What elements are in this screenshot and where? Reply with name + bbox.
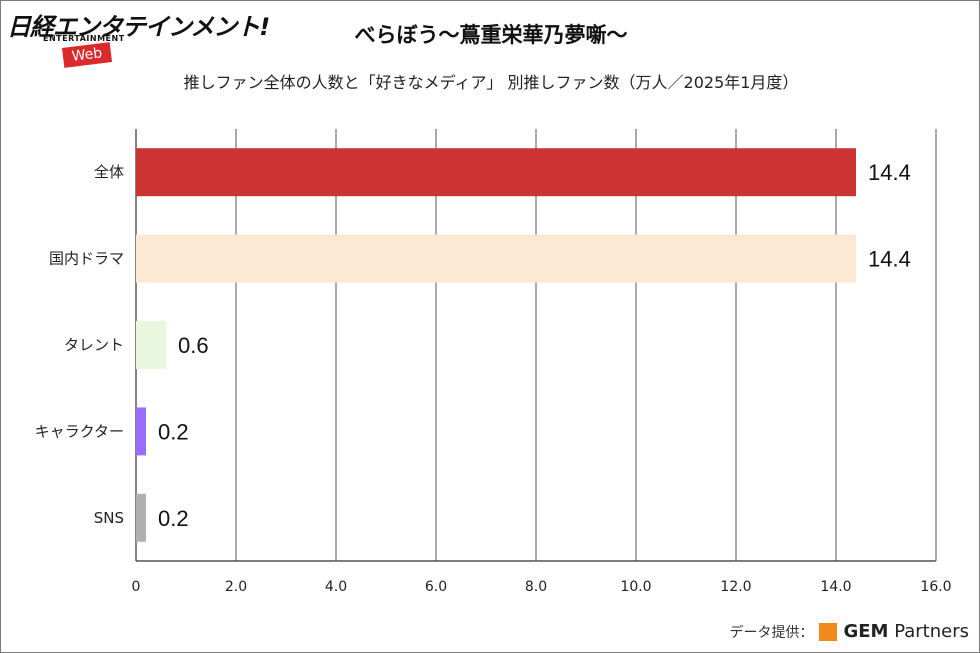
category-label: キャラクター xyxy=(35,422,124,440)
data-label: 0.2 xyxy=(158,506,189,531)
category-label: 国内ドラマ xyxy=(49,250,124,268)
gem-brand-bold: GEM xyxy=(843,621,889,642)
nikkei-entame-logo[interactable]: 日経エンタテインメント! ENTERTAINMENT Web xyxy=(7,5,270,71)
x-tick-label: 6.0 xyxy=(425,579,447,595)
data-label: 14.4 xyxy=(868,160,911,185)
data-label: 14.4 xyxy=(868,247,911,272)
gem-brand-rest: Partners xyxy=(888,621,969,642)
category-label: 全体 xyxy=(94,163,124,181)
bar[interactable] xyxy=(136,493,146,542)
bar[interactable] xyxy=(136,407,146,456)
category-label: タレント xyxy=(64,336,124,354)
x-tick-label: 14.0 xyxy=(820,579,851,595)
chart-title: べらぼう～蔦重栄華乃夢噺～ xyxy=(354,23,628,47)
x-tick-label: 8.0 xyxy=(525,579,547,595)
logo-main-text: 日経エンタテインメント! xyxy=(7,13,270,41)
logo-sub-text: ENTERTAINMENT xyxy=(43,34,125,43)
gem-partners-name: GEM Partners xyxy=(843,621,969,642)
credit-label: データ提供： xyxy=(729,624,814,641)
data-credit: データ提供： GEM Partners xyxy=(729,621,969,642)
x-tick-label: 16.0 xyxy=(920,579,951,595)
x-tick-label: 12.0 xyxy=(720,579,751,595)
gem-partners-logo-icon xyxy=(819,622,838,641)
category-label: SNS xyxy=(94,509,124,527)
x-tick-label: 10.0 xyxy=(620,579,651,595)
bar[interactable] xyxy=(136,321,166,369)
bar[interactable] xyxy=(136,234,856,283)
data-label: 0.6 xyxy=(178,333,209,358)
x-tick-label: 4.0 xyxy=(325,579,347,595)
bar[interactable] xyxy=(136,148,856,197)
x-tick-label: 2.0 xyxy=(225,579,247,595)
data-label: 0.2 xyxy=(158,419,189,444)
chart-subtitle: 推しファン全体の人数と「好きなメディア」 別推しファン数（万人／2025年1月度… xyxy=(183,73,799,92)
x-tick-label: 0 xyxy=(132,579,141,595)
